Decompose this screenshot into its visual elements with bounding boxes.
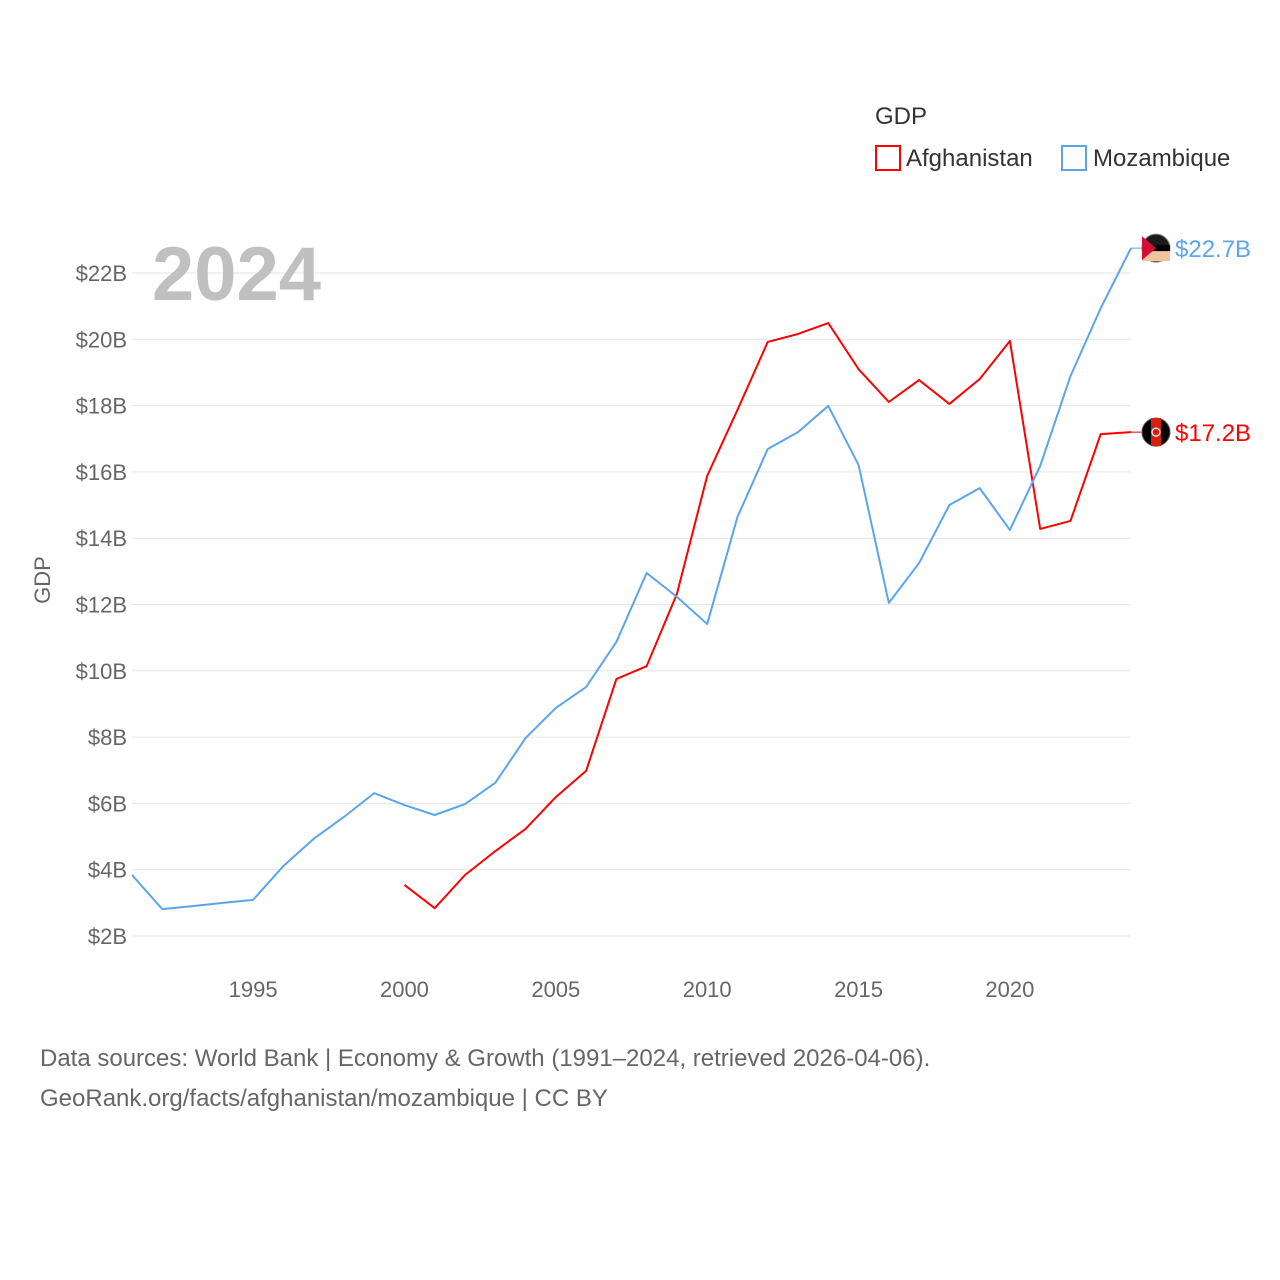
y-axis: $2B $4B $6B $8B $10B $12B $14B $16B $18B $20B $22B [76,261,127,949]
x-tick-label: 2000 [380,977,429,1002]
y-tick-label: $20B [76,327,127,352]
flag-stripe [1142,251,1170,262]
y-tick-label: $18B [76,394,127,419]
line-mozambique [131,247,1132,911]
legend-label-mozambique[interactable]: Mozambique [1093,145,1230,172]
end-label-afghanistan: $17.2B [1175,420,1251,447]
x-tick-label: 2020 [985,977,1034,1002]
y-tick-label: $4B [88,858,127,883]
legend-swatch-mozambique[interactable] [1061,145,1087,171]
end-label-mozambique: $22.7B [1175,236,1251,263]
series-lines [131,247,1132,911]
flag-triangle [1142,236,1156,261]
y-tick-label: $22B [76,261,127,286]
y-tick-label: $8B [88,725,127,750]
line-afghanistan [403,322,1132,910]
y-tick-label: $10B [76,659,127,684]
y-axis-label: GDP [30,556,55,604]
legend-title: GDP [875,103,927,130]
end-labels: $17.2B $22.7B [1131,233,1251,447]
y-tick-label: $16B [76,460,127,485]
flag-emblem [1151,427,1161,437]
legend: GDP Afghanistan Mozambique [875,103,1230,172]
x-tick-label: 2010 [683,977,732,1002]
footer-link[interactable]: GeoRank.org/facts/afghanistan/mozambique… [40,1085,608,1112]
x-tick-label: 1995 [229,977,278,1002]
legend-swatch-afghanistan[interactable] [875,145,901,171]
grid [132,272,1131,937]
x-axis: 1995 2000 2005 2010 2015 2020 [229,977,1035,1002]
year-watermark: 2024 [152,232,321,317]
flag-stripe [1151,418,1161,447]
y-tick-label: $12B [76,593,127,618]
y-tick-label: $2B [88,924,127,949]
legend-label-afghanistan[interactable]: Afghanistan [906,145,1033,172]
y-tick-label: $6B [88,791,127,816]
y-tick-label: $14B [76,526,127,551]
x-tick-label: 2005 [531,977,580,1002]
footer-sources: Data sources: World Bank | Economy & Gro… [40,1045,931,1072]
x-tick-label: 2015 [834,977,883,1002]
